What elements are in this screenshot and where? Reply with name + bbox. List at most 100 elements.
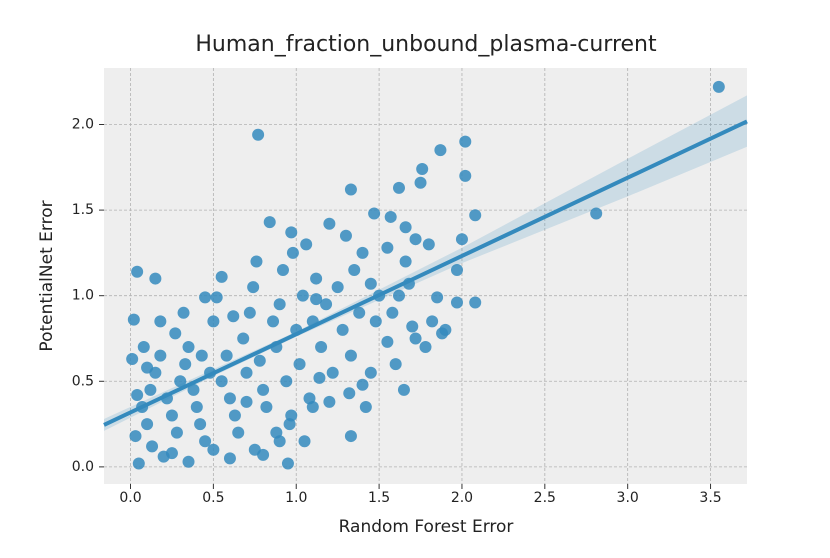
point — [195, 349, 208, 362]
point — [146, 440, 159, 453]
point — [344, 430, 357, 443]
x-tick-label: 2.5 — [534, 490, 556, 506]
point — [223, 392, 236, 405]
point — [343, 387, 356, 400]
plot-area — [104, 68, 747, 484]
y-tick-label: 0.5 — [72, 373, 94, 389]
x-tick-label: 3.0 — [617, 490, 639, 506]
point — [220, 349, 233, 362]
point — [356, 378, 369, 391]
point — [276, 264, 289, 277]
point — [450, 264, 463, 277]
point — [223, 452, 236, 465]
point — [285, 226, 298, 239]
point — [356, 246, 369, 259]
point — [165, 447, 178, 460]
point — [215, 270, 228, 283]
point — [326, 366, 339, 379]
point — [253, 354, 266, 367]
point — [296, 289, 309, 302]
point — [459, 169, 472, 182]
point — [182, 341, 195, 354]
point — [182, 455, 195, 468]
point — [144, 383, 157, 396]
point — [215, 375, 228, 388]
point — [127, 313, 140, 326]
point — [344, 183, 357, 196]
point — [406, 320, 419, 333]
point — [323, 217, 336, 230]
point — [281, 457, 294, 470]
point — [298, 435, 311, 448]
point — [381, 335, 394, 348]
point — [348, 264, 361, 277]
x-tick-label: 2.0 — [451, 490, 473, 506]
point — [149, 272, 162, 285]
y-tick-label: 0.0 — [72, 459, 94, 475]
point — [469, 296, 482, 309]
point — [353, 306, 366, 319]
point — [240, 366, 253, 379]
point — [303, 392, 316, 405]
point — [194, 418, 207, 431]
point — [384, 210, 397, 223]
point — [257, 383, 270, 396]
chart-title: Human_fraction_unbound_plasma-current — [195, 32, 657, 57]
point — [252, 128, 265, 141]
point — [386, 306, 399, 319]
point — [369, 315, 382, 328]
point — [267, 315, 280, 328]
point — [207, 443, 220, 456]
point — [313, 371, 326, 384]
point — [199, 435, 212, 448]
point — [250, 255, 263, 268]
point — [207, 315, 220, 328]
point — [131, 265, 144, 278]
point — [240, 395, 253, 408]
point — [397, 383, 410, 396]
y-tick-label: 1.5 — [72, 202, 94, 218]
point — [381, 241, 394, 254]
point — [450, 296, 463, 309]
point — [426, 315, 439, 328]
point — [243, 306, 256, 319]
point — [368, 207, 381, 220]
point — [228, 409, 241, 422]
point — [126, 353, 139, 366]
point — [310, 293, 323, 306]
point — [260, 400, 273, 413]
point — [455, 233, 468, 246]
point — [389, 358, 402, 371]
point — [248, 443, 261, 456]
point — [439, 323, 452, 336]
point — [187, 383, 200, 396]
point — [399, 221, 412, 234]
point — [210, 291, 223, 304]
point — [320, 298, 333, 311]
point — [129, 430, 142, 443]
point — [399, 255, 412, 268]
point — [431, 291, 444, 304]
point — [169, 327, 182, 340]
point — [227, 310, 240, 323]
point — [364, 366, 377, 379]
point — [179, 358, 192, 371]
point — [137, 341, 150, 354]
point — [419, 341, 432, 354]
point — [293, 358, 306, 371]
point — [199, 291, 212, 304]
point — [273, 298, 286, 311]
point — [280, 375, 293, 388]
point — [434, 144, 447, 157]
point — [141, 418, 154, 431]
point — [190, 400, 203, 413]
point — [336, 323, 349, 336]
point — [283, 418, 296, 431]
point — [154, 349, 167, 362]
point — [237, 332, 250, 345]
point — [323, 395, 336, 408]
point — [131, 388, 144, 401]
point — [170, 426, 183, 439]
point — [344, 349, 357, 362]
point — [590, 207, 603, 220]
